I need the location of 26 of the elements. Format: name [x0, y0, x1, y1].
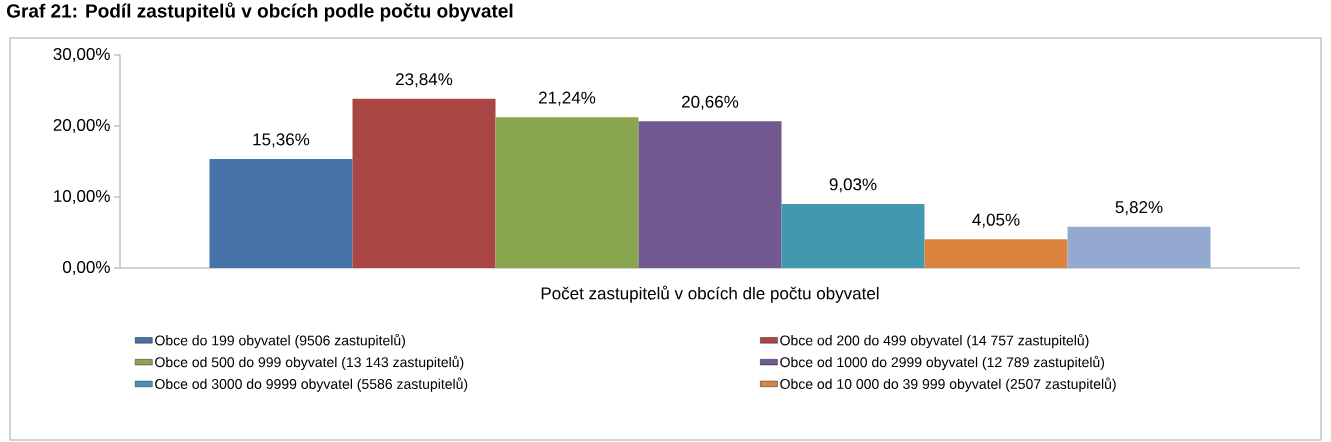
legend-label: Obce od 500 do 999 obyvatel (13 143 zastupitelů) [155, 355, 464, 370]
y-tick-label: 30,00% [53, 47, 110, 63]
bar [209, 158, 353, 268]
data-label: 20,66% [682, 95, 739, 110]
data-label: 5,82% [1115, 201, 1163, 216]
y-tick-label: 20,00% [53, 118, 110, 134]
y-tick-label: 0,00% [62, 260, 110, 276]
data-label: 4,05% [972, 213, 1020, 228]
data-label: 21,24% [539, 91, 596, 106]
chart-title: Graf 21: Podíl zastupitelů v obcích podle počtu obyvatel [6, 2, 513, 22]
legend-label: Obce od 3000 do 9999 obyvatel (5586 zastupitelů) [155, 377, 468, 392]
bar [781, 203, 925, 268]
data-label: 23,84% [396, 73, 453, 88]
x-tick-label: Počet zastupitelů v obcích dle počtu obyvatel [541, 285, 879, 303]
data-label: 9,03% [829, 178, 877, 193]
legend-label: Obce od 10 000 do 39 999 obyvatel (2507 zastupitelů) [780, 377, 1116, 392]
legend-label: Obce od 200 do 499 obyvatel (14 757 zastupitelů) [780, 333, 1089, 349]
data-label: 15,36% [253, 133, 310, 148]
legend-label: Obce od 1000 do 2999 obyvatel (12 789 zastupitelů) [780, 355, 1105, 370]
legend-label: Obce do 199 obyvatel (9506 zastupitelů) [155, 333, 405, 349]
bar [924, 239, 1068, 268]
bar [352, 98, 496, 268]
bar [495, 117, 639, 268]
bar [638, 121, 782, 268]
y-tick-label: 10,00% [54, 189, 110, 205]
bar [1067, 226, 1211, 268]
